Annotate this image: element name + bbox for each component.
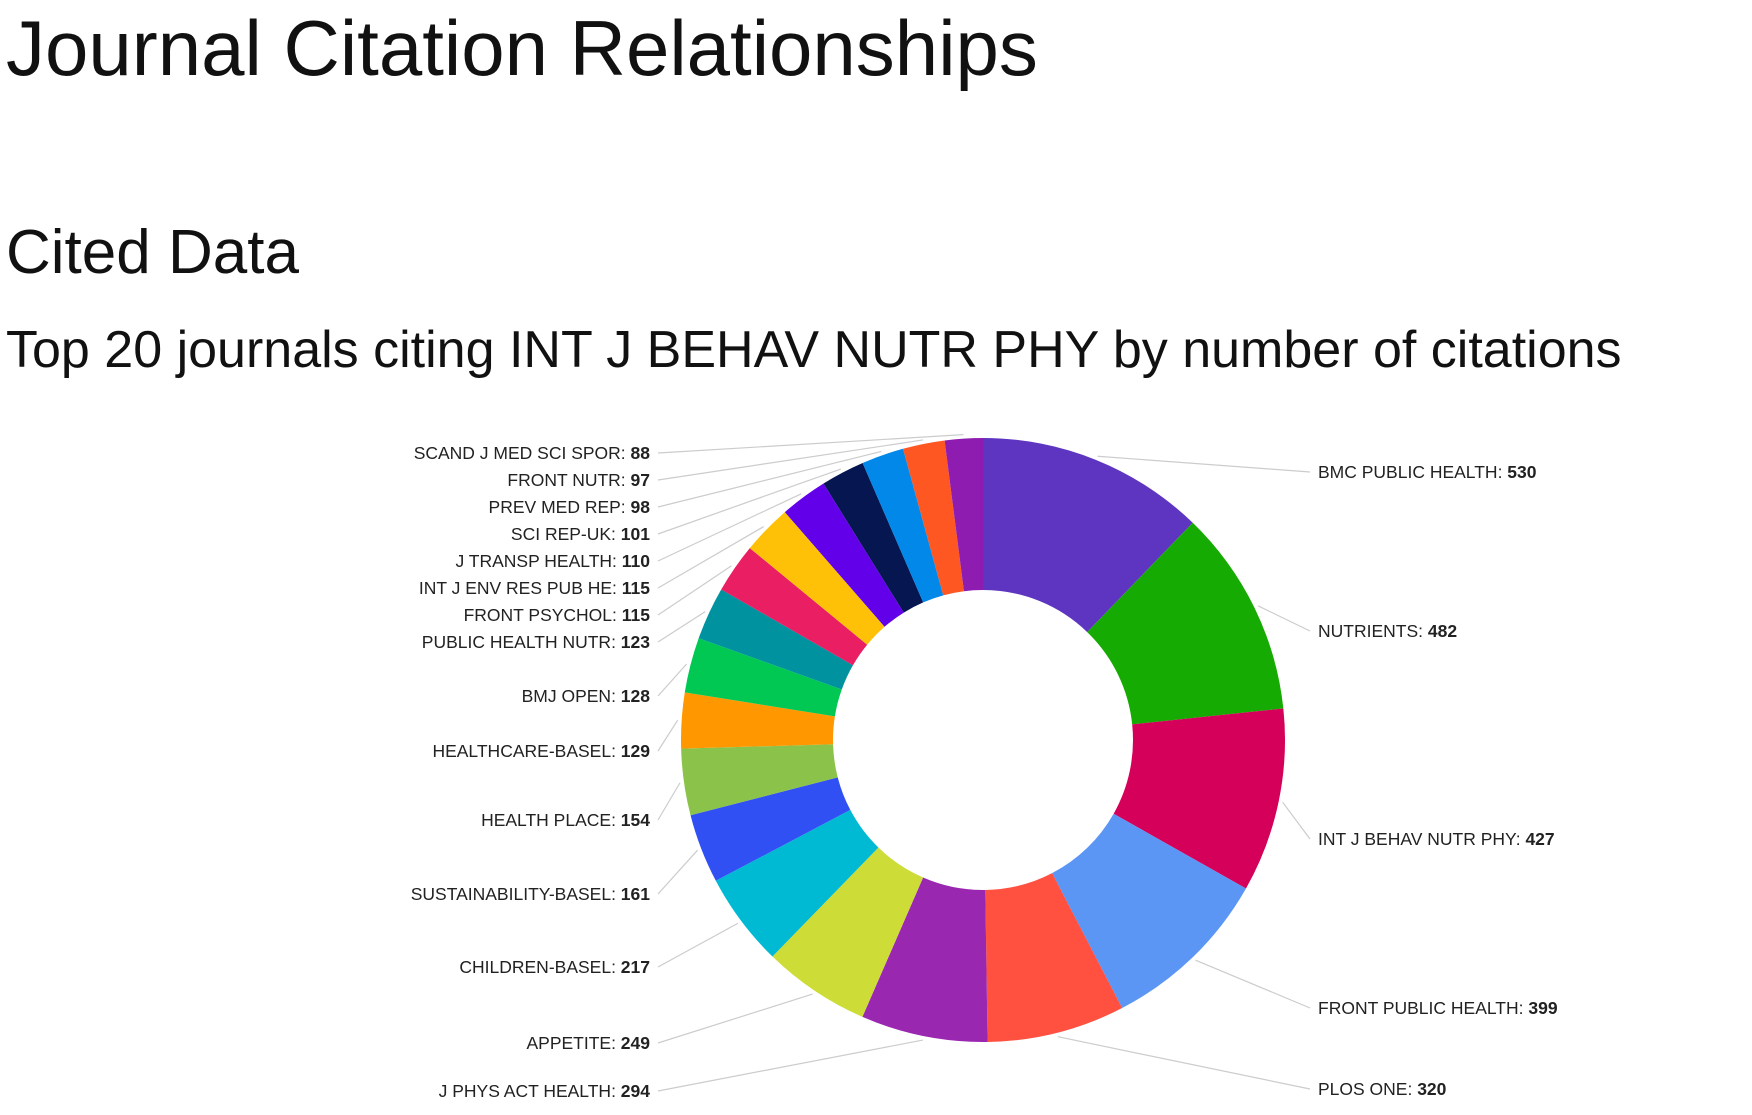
slice-front-psychol[interactable]	[721, 548, 868, 666]
leader-line-bmj-open	[657, 663, 688, 697]
slice-bmc-public-health[interactable]	[983, 438, 1193, 633]
leader-line-j-phys-act-health	[657, 1039, 923, 1092]
data-label-nutrients: NUTRIENTS: 482	[1318, 621, 1457, 641]
data-label-int-j-env-res-pub-he: INT J ENV RES PUB HE: 115	[419, 578, 650, 598]
leader-line-sci-rep-uk	[657, 468, 842, 535]
leader-line-prev-med-rep	[657, 450, 882, 508]
slice-public-health-nutr[interactable]	[698, 589, 853, 690]
slice-sci-rep-uk[interactable]	[823, 463, 924, 613]
leader-line-front-psychol	[657, 565, 732, 616]
leader-line-front-public-health	[1195, 959, 1311, 1009]
slice-appetite[interactable]	[772, 847, 924, 1017]
slice-bmj-open[interactable]	[684, 638, 842, 717]
donut-chart: BMC PUBLIC HEALTH: 530 NUTRIENTS: 482 INT …	[0, 420, 1752, 1110]
slice-j-transp-health[interactable]	[784, 483, 904, 627]
chart-title: Top 20 journals citing INT J BEHAV NUTR …	[6, 321, 1622, 379]
data-label-scand-j-med-sci-spor: SCAND J MED SCI SPOR: 88	[414, 443, 651, 463]
leader-line-j-transp-health	[657, 493, 802, 562]
slice-int-j-env-res-pub-he[interactable]	[749, 512, 885, 645]
slice-scand-j-med-sci-spor[interactable]	[944, 438, 983, 592]
data-label-plos-one: PLOS ONE: 320	[1318, 1079, 1447, 1099]
slice-front-nutr[interactable]	[903, 440, 964, 596]
slice-nutrients[interactable]	[1087, 522, 1284, 725]
slice-plos-one[interactable]	[985, 873, 1123, 1042]
data-label-appetite: APPETITE: 249	[526, 1033, 650, 1053]
slice-children-basel[interactable]	[715, 809, 879, 957]
leader-line-bmc-public-health	[1097, 455, 1311, 473]
slice-prev-med-rep[interactable]	[862, 448, 944, 603]
leader-line-sustainability-basel	[657, 849, 698, 895]
data-label-bmj-open: BMJ OPEN: 128	[522, 686, 651, 706]
leader-line-healthcare-basel	[657, 719, 679, 752]
data-label-children-basel: CHILDREN-BASEL: 217	[459, 957, 650, 977]
page-title: Journal Citation Relationships	[6, 4, 1038, 92]
data-label-front-public-health: FRONT PUBLIC HEALTH: 399	[1318, 998, 1558, 1018]
leader-line-health-place	[657, 782, 681, 821]
labels-group: BMC PUBLIC HEALTH: 530 NUTRIENTS: 482 INT …	[411, 443, 1558, 1101]
slice-front-public-health[interactable]	[1052, 813, 1246, 1009]
slice-sustainability-basel[interactable]	[690, 777, 851, 881]
leader-line-appetite	[657, 993, 813, 1044]
data-label-front-psychol: FRONT PSYCHOL: 115	[464, 605, 651, 625]
slice-health-place[interactable]	[681, 744, 838, 816]
data-label-j-transp-health: J TRANSP HEALTH: 110	[455, 551, 650, 571]
data-label-sustainability-basel: SUSTAINABILITY-BASEL: 161	[411, 884, 651, 904]
data-label-sci-rep-uk: SCI REP-UK: 101	[511, 524, 650, 544]
slice-healthcare-basel[interactable]	[681, 692, 835, 749]
data-label-prev-med-rep: PREV MED REP: 98	[489, 497, 651, 517]
leader-line-plos-one	[1057, 1036, 1311, 1090]
data-label-bmc-public-health: BMC PUBLIC HEALTH: 530	[1318, 462, 1537, 482]
leader-lines-group	[657, 434, 1311, 1092]
data-label-front-nutr: FRONT NUTR: 97	[507, 470, 650, 490]
slices-group	[681, 438, 1285, 1042]
data-label-healthcare-basel: HEALTHCARE-BASEL: 129	[432, 741, 650, 761]
data-label-j-phys-act-health: J PHYS ACT HEALTH: 294	[439, 1081, 651, 1101]
slice-j-phys-act-health[interactable]	[862, 877, 988, 1042]
donut-chart-svg: BMC PUBLIC HEALTH: 530 NUTRIENTS: 482 INT …	[411, 434, 1558, 1101]
leader-line-public-health-nutr	[657, 611, 706, 643]
leader-line-int-j-env-res-pub-he	[657, 526, 765, 589]
leader-line-nutrients	[1257, 605, 1311, 632]
data-label-public-health-nutr: PUBLIC HEALTH NUTR: 123	[422, 632, 650, 652]
data-label-int-j-behav-nutr-phy: INT J BEHAV NUTR PHY: 427	[1318, 829, 1555, 849]
data-label-health-place: HEALTH PLACE: 154	[481, 810, 650, 830]
slice-int-j-behav-nutr-phy[interactable]	[1113, 708, 1285, 889]
leader-line-children-basel	[657, 922, 739, 968]
leader-line-front-nutr	[657, 439, 923, 481]
section-title: Cited Data	[6, 218, 299, 287]
leader-line-int-j-behav-nutr-phy	[1282, 801, 1311, 840]
leader-line-scand-j-med-sci-spor	[657, 434, 964, 454]
